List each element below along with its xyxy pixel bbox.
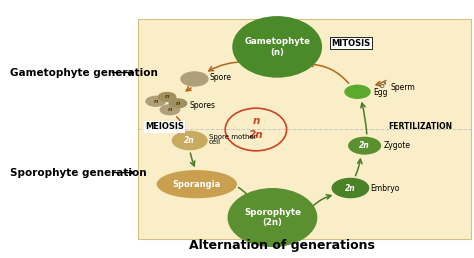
Text: Egg: Egg — [373, 88, 388, 97]
Text: MITOSIS: MITOSIS — [331, 38, 371, 47]
Text: Sporophyte
(2n): Sporophyte (2n) — [244, 208, 301, 227]
Text: 2n: 2n — [359, 141, 370, 150]
Circle shape — [172, 131, 208, 150]
Text: MEIOSIS: MEIOSIS — [145, 123, 184, 131]
Text: Sporophyte generation: Sporophyte generation — [10, 168, 147, 178]
Circle shape — [168, 98, 187, 108]
Text: n: n — [165, 94, 169, 99]
Text: Spore mother: Spore mother — [209, 134, 256, 140]
Text: Alternation of generations: Alternation of generations — [189, 239, 375, 252]
Text: n: n — [252, 116, 260, 126]
Text: cell: cell — [209, 139, 221, 145]
Text: Sperm: Sperm — [391, 83, 415, 92]
Circle shape — [159, 104, 180, 115]
Text: ♂: ♂ — [379, 81, 386, 90]
Circle shape — [146, 96, 166, 107]
Circle shape — [348, 137, 381, 155]
Text: Gametophyte generation: Gametophyte generation — [10, 68, 158, 78]
Ellipse shape — [228, 188, 318, 247]
Circle shape — [157, 92, 176, 102]
Text: Sporangia: Sporangia — [173, 180, 221, 189]
Circle shape — [180, 71, 209, 87]
Text: n: n — [168, 107, 172, 112]
Text: Spores: Spores — [190, 101, 216, 110]
Circle shape — [331, 178, 369, 198]
Circle shape — [344, 85, 371, 99]
Text: n: n — [154, 99, 158, 104]
Text: FERTILIZATION: FERTILIZATION — [388, 123, 452, 131]
Text: Zygote: Zygote — [383, 141, 410, 150]
Ellipse shape — [232, 16, 322, 78]
Ellipse shape — [156, 170, 237, 198]
Text: 2n: 2n — [345, 183, 356, 192]
Text: Embryo: Embryo — [370, 183, 400, 192]
Text: Gametophyte
(n): Gametophyte (n) — [244, 37, 310, 57]
Text: n: n — [176, 101, 180, 106]
Text: Spore: Spore — [210, 73, 232, 82]
FancyBboxPatch shape — [138, 19, 471, 239]
Text: 2n: 2n — [248, 130, 263, 140]
Text: 2n: 2n — [184, 136, 195, 145]
